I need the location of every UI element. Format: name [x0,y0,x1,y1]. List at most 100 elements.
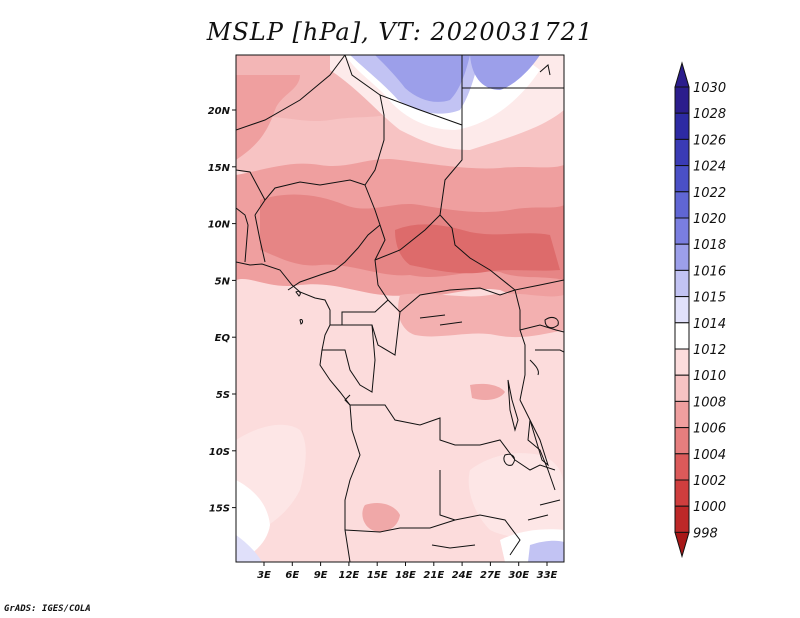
latitude-axis: 20N 15N 10N 5N EQ 5S 10S 15S [208,106,236,515]
colorbar-top-arrow [674,61,690,88]
colorbar-swatch [674,453,690,481]
lake-tanganyika [507,379,519,432]
colorbar-label: 1012 [693,343,726,358]
lon-tick-label: 30E [508,570,529,581]
field-band-1018 [375,55,470,102]
lat-tick-label: 15N [208,163,231,174]
border-angola-namibia [344,519,456,533]
colorbar-label: 1016 [693,264,726,279]
colorbar-label: 1015 [693,291,726,306]
lat-tick-label: 15S [209,504,230,515]
border-benin-nigeria [254,214,266,263]
border-zambia-malawi [514,459,556,471]
river-ubangi [419,314,446,319]
colorbar-label: 1010 [693,369,726,384]
colorbar-swatch [674,191,690,219]
colorbar-swatch [674,217,690,245]
border-cameroon-gabon [330,299,389,326]
field-band-1010-central [398,293,564,338]
field-band-1018-ne [470,55,540,90]
colorbar-swatch [674,243,690,271]
lake-kariba [539,499,561,506]
field-band-1016-se [528,540,564,562]
border-drc-uganda [514,289,526,401]
colorbar-label: 1006 [693,422,726,437]
border-burkina [236,169,266,201]
lat-tick-label: EQ [215,333,231,344]
lat-tick-label: 5N [215,276,231,287]
lake-kivu [529,359,539,376]
border-congo-drc [371,311,401,356]
colorbar-swatch [674,138,690,167]
colorbar-swatch [674,296,690,324]
colorbar-swatch [674,505,690,533]
lon-tick-label: 21E [423,570,444,581]
colorbar-swatch [674,165,690,193]
colorbar-swatch [674,322,690,350]
longitude-axis: 3E 6E 9E 12E 15E 18E 21E 24E 27E 30E 33E [257,562,558,581]
field-band-1004-sahel [395,224,560,274]
field-band-1008-nw [236,75,300,160]
coast-southwest [319,349,361,562]
lon-tick-label: 6E [285,570,299,581]
river-zambezi [527,514,549,521]
border-drc-angola [350,404,516,461]
field-band-1015-sw [236,535,262,562]
colorbar-label: 1004 [693,448,726,463]
colorbar-swatch [674,86,690,114]
colorbar-label: 1000 [693,500,726,515]
lon-tick-label: 24E [452,570,473,581]
border-mali-algeria [236,55,346,131]
coast-northeast [539,64,551,76]
colorbar-swatch [674,479,690,507]
coast-gulf-guinea [236,261,331,325]
colorbar-label: 1024 [693,160,726,175]
river-uele [439,321,463,326]
colorbar-label: 1018 [693,238,726,253]
border-tanzania [519,399,556,491]
colorbar-label: 1030 [693,81,726,96]
border-chad-car [374,214,441,261]
border-niger-libya [344,55,385,186]
colorbar-label: 1020 [693,212,726,227]
colorbar: 1030 1028 1026 1024 1022 1020 1018 1016 1015 1014… [674,61,726,559]
colorbar-swatch [674,374,690,402]
colorbar-swatch [674,400,690,429]
colorbar-swatch [674,112,690,140]
colorbar-label: 1014 [693,317,726,332]
border-chad-sudan [439,125,564,291]
colorbar-bottom-arrow [674,531,690,559]
lake-victoria [544,317,559,329]
lake-malawi [529,419,549,467]
border-libya-chad [379,55,463,126]
lon-tick-label: 33E [537,570,558,581]
colorbar-label: 1022 [693,186,726,201]
map-frame [235,54,565,563]
border-togo [236,207,249,263]
lake-mweru [503,453,515,466]
lon-tick-label: 12E [339,570,360,581]
lon-tick-label: 3E [257,570,271,581]
field-patch-1010-congo [470,383,505,400]
lon-tick-label: 18E [395,570,416,581]
map-title: MSLP [hPa], VT: 2020031721 [206,18,594,46]
colorbar-swatch [674,427,690,455]
border-cameroon-car [374,224,401,313]
lat-tick-label: 20N [208,106,231,117]
border-caprivi [431,544,476,549]
lon-tick-label: 9E [314,570,328,581]
lat-tick-label: 10S [209,447,230,458]
border-nigeria-cameroon [287,184,381,291]
field-patch-1010-angola [362,503,400,532]
field-band-1014-south [236,480,270,562]
colorbar-label: 1026 [693,133,726,148]
island-sao-tome [299,319,304,325]
colorbar-label: 998 [693,526,718,541]
colorbar-label: 1008 [693,395,726,410]
border-gabon-congo [321,324,376,393]
field-band-1012-se [468,453,564,538]
colorbar-swatch [674,348,690,376]
border-angola-zambia [439,470,456,521]
lon-tick-label: 27E [480,570,501,581]
